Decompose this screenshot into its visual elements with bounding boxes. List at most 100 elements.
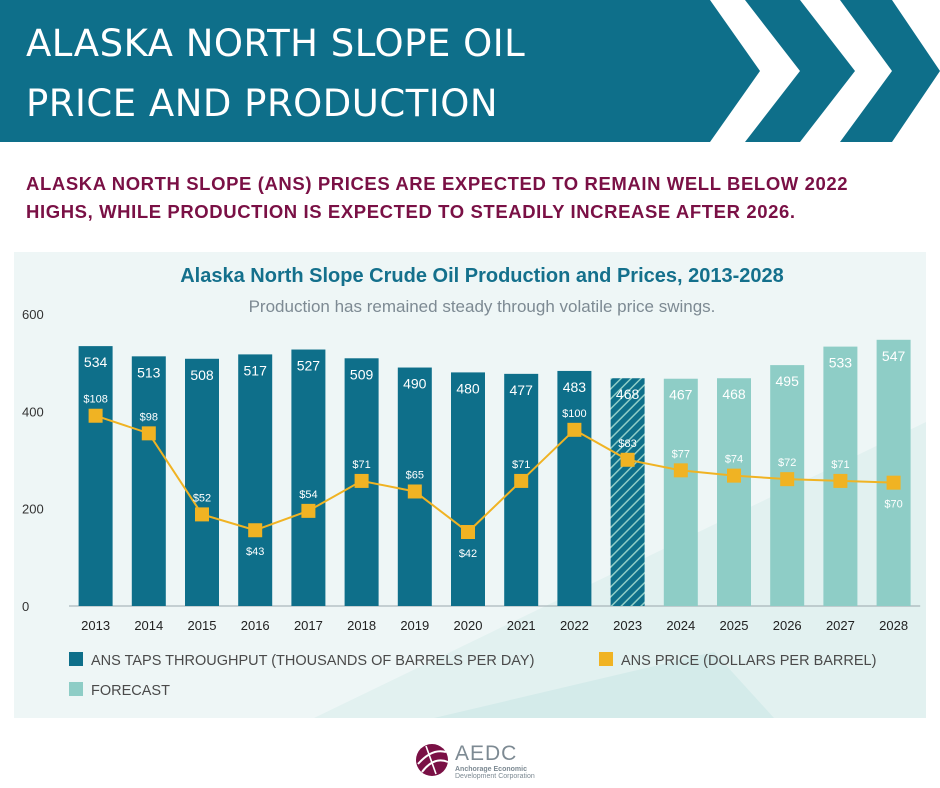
bar-value-label: 467 xyxy=(669,387,693,403)
x-tick-label: 2022 xyxy=(560,618,589,633)
price-point xyxy=(354,473,369,488)
price-point xyxy=(407,484,422,499)
bar-2013 xyxy=(78,346,113,606)
x-tick-label: 2028 xyxy=(879,618,908,633)
price-label: $71 xyxy=(512,459,530,471)
price-point xyxy=(514,473,529,488)
x-tick-label: 2018 xyxy=(347,618,376,633)
bar-value-label: 490 xyxy=(403,376,427,392)
bar-value-label: 533 xyxy=(829,355,853,371)
price-point xyxy=(301,503,316,518)
price-label: $43 xyxy=(246,546,264,558)
price-label: $71 xyxy=(831,459,849,471)
price-label: $71 xyxy=(352,459,370,471)
y-tick-label: 0 xyxy=(22,599,29,614)
bar-value-label: 468 xyxy=(722,386,746,402)
logo-subtitle-line-1: Anchorage Economic xyxy=(455,766,527,773)
legend-price-swatch xyxy=(599,652,613,666)
chevron-icon xyxy=(745,0,855,142)
bar-value-label: 508 xyxy=(190,367,214,383)
chevron-icon xyxy=(840,0,940,142)
logo-wordmark: AEDC xyxy=(455,742,518,765)
bar-2014 xyxy=(131,356,166,606)
bar-value-label: 509 xyxy=(350,366,374,382)
price-point xyxy=(248,523,263,538)
price-label: $100 xyxy=(562,408,586,420)
x-tick-label: 2024 xyxy=(666,618,695,633)
x-tick-label: 2023 xyxy=(613,618,642,633)
x-tick-label: 2021 xyxy=(507,618,536,633)
subheadline: ALASKA NORTH SLOPE (ANS) PRICES ARE EXPE… xyxy=(26,173,849,222)
bar-2024 xyxy=(663,378,698,606)
logo-subtitle-line-2: Development Corporation xyxy=(455,773,535,780)
y-tick-label: 600 xyxy=(22,307,44,322)
bar-value-label: 513 xyxy=(137,364,161,380)
price-point xyxy=(567,422,582,437)
bar-value-label: 483 xyxy=(563,379,587,395)
bar-2020 xyxy=(451,372,485,606)
price-label: $52 xyxy=(193,492,211,504)
price-point xyxy=(673,463,688,478)
price-point xyxy=(886,475,901,490)
bar-2021 xyxy=(504,373,539,606)
x-tick-label: 2020 xyxy=(454,618,483,633)
price-point xyxy=(620,452,635,467)
price-label: $54 xyxy=(299,489,317,501)
price-point xyxy=(461,525,475,540)
price-label: $77 xyxy=(672,448,690,460)
x-tick-label: 2019 xyxy=(400,618,429,633)
x-tick-label: 2016 xyxy=(241,618,270,633)
logo-mark-icon xyxy=(416,744,449,776)
background-wave xyxy=(434,652,774,718)
chart-panel: Alaska North Slope Crude Oil Production … xyxy=(14,252,926,718)
x-tick-label: 2027 xyxy=(826,618,855,633)
y-tick-label: 200 xyxy=(22,502,44,517)
price-point xyxy=(195,507,209,522)
bar-2023 xyxy=(610,378,645,606)
price-line xyxy=(95,414,894,534)
bar-value-label: 547 xyxy=(882,348,906,364)
y-tick-label: 400 xyxy=(22,404,44,419)
price-label: $98 xyxy=(140,411,158,423)
price-point xyxy=(141,426,156,441)
price-label: $108 xyxy=(83,394,107,406)
price-point xyxy=(727,468,741,483)
bar-value-label: 477 xyxy=(510,382,534,398)
bar-value-label: 517 xyxy=(244,362,268,378)
price-point xyxy=(833,473,848,488)
x-tick-label: 2013 xyxy=(81,618,110,633)
legend-forecast-swatch xyxy=(69,682,83,696)
bar-value-label: 495 xyxy=(776,373,800,389)
legend-price-label: ANS PRICE (DOLLARS PER BARREL) xyxy=(621,653,876,669)
plot-area: 0 200 400 600 534 2013 513 2014 508 2015 517 2016 52… xyxy=(22,307,921,633)
price-point xyxy=(88,408,103,423)
price-label: $70 xyxy=(884,499,902,511)
bar-value-label: 480 xyxy=(456,380,480,396)
price-point xyxy=(780,472,795,487)
chart-subtitle: Production has remained steady through v… xyxy=(249,297,716,316)
price-label: $72 xyxy=(778,457,796,469)
chart-legend: ANS TAPS THROUGHPUT (THOUSANDS OF BARREL… xyxy=(69,652,876,699)
header-banner xyxy=(0,0,940,142)
bar-value-label: 468 xyxy=(616,386,640,402)
x-tick-label: 2015 xyxy=(188,618,217,633)
bar-value-label: 534 xyxy=(84,354,108,370)
aedc-logo: AEDC Anchorage Economic Development Corp… xyxy=(414,740,614,784)
page-title-line-2: PRICE AND PRODUCTION xyxy=(26,82,499,125)
bar-2028 xyxy=(876,339,911,606)
price-label: $42 xyxy=(459,548,477,560)
banner-band xyxy=(0,0,760,142)
bar-value-label: 527 xyxy=(297,358,321,374)
bar-2022 xyxy=(557,370,592,606)
price-label: $83 xyxy=(618,438,636,450)
page-title-line-1: ALASKA NORTH SLOPE OIL xyxy=(26,22,526,65)
bar-2017 xyxy=(291,349,326,606)
x-tick-label: 2014 xyxy=(134,618,163,633)
price-label: $65 xyxy=(406,469,424,481)
legend-actual-label: ANS TAPS THROUGHPUT (THOUSANDS OF BARREL… xyxy=(91,653,534,669)
price-label: $74 xyxy=(725,454,743,466)
legend-forecast-label: FORECAST xyxy=(91,683,170,699)
x-tick-label: 2017 xyxy=(294,618,323,633)
legend-actual-swatch xyxy=(69,652,83,666)
bar-2025 xyxy=(717,378,751,606)
